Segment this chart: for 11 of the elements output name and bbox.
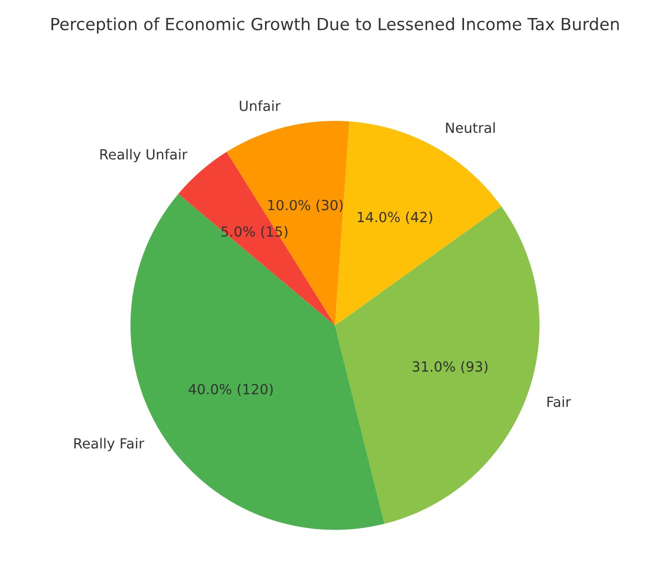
- slice-label: Really Fair: [74, 438, 144, 452]
- data-label: 40.0% (120): [188, 384, 273, 396]
- data-label: 10.0% (30): [268, 200, 343, 212]
- slice-label: Neutral: [446, 122, 495, 134]
- slice-label: Unfair: [240, 100, 281, 112]
- data-label: 31.0% (93): [412, 361, 488, 374]
- slice-label: Really Unfair: [100, 148, 188, 162]
- data-label: 5.0% (15): [221, 226, 288, 238]
- chart-title: Perception of Economic Growth Due to Lessened Income Tax Burden: [51, 17, 619, 34]
- slice-label: Fair: [547, 396, 571, 408]
- data-label: 14.0% (42): [358, 212, 432, 224]
